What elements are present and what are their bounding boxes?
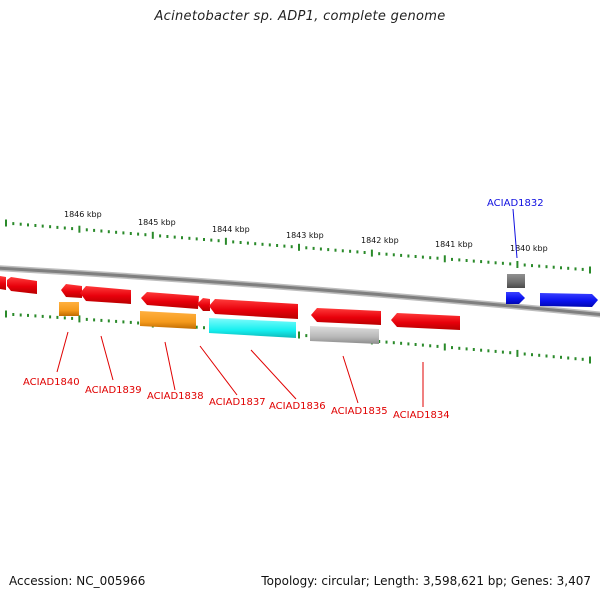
scale-tick-label: 1845 kbp <box>138 218 176 227</box>
gene-label[interactable]: ACIAD1834 <box>393 410 450 421</box>
gene-label[interactable]: ACIAD1840 <box>23 377 80 388</box>
scale-tick-label: 1841 kbp <box>435 240 473 249</box>
scale-tick-label: 1840 kbp <box>510 244 548 253</box>
callout-line <box>512 208 518 259</box>
callout-line <box>56 331 69 373</box>
gene-label[interactable]: ACIAD1838 <box>147 391 204 402</box>
gene-feature-box[interactable] <box>140 311 196 329</box>
gene-feature-box[interactable] <box>59 302 79 316</box>
gene-label[interactable]: ACIAD1835 <box>331 406 388 417</box>
gene-arrow[interactable] <box>141 292 199 309</box>
gene-feature-box[interactable] <box>209 318 296 338</box>
genome-summary-text: Topology: circular; Length: 3,598,621 bp… <box>261 574 591 588</box>
gene-arrow[interactable] <box>311 308 381 325</box>
genes-forward-strand <box>506 274 598 307</box>
gene-feature-box[interactable] <box>310 326 379 344</box>
scale-tick-track-outer <box>5 219 591 274</box>
gene-arrow[interactable] <box>0 276 6 290</box>
callout-line <box>199 345 238 396</box>
scale-tick-label: 1844 kbp <box>212 225 250 234</box>
gene-arrow[interactable] <box>80 286 131 304</box>
callout-line <box>342 355 359 404</box>
genome-backbone <box>0 265 600 318</box>
gene-arrow[interactable] <box>61 284 82 298</box>
callout-line <box>100 335 114 381</box>
gene-label[interactable]: ACIAD1837 <box>209 397 266 408</box>
scale-labels: 1846 kbp 1845 kbp 1844 kbp 1843 kbp 1842… <box>64 210 548 253</box>
gene-feature-box[interactable] <box>507 274 525 288</box>
gene-arrow[interactable] <box>540 293 598 307</box>
gene-arrow[interactable] <box>209 299 298 319</box>
genes-reverse-strand <box>0 276 460 330</box>
callout-line <box>250 349 297 400</box>
feature-boxes <box>59 302 379 344</box>
callout-line <box>164 341 176 391</box>
scale-tick-label: 1843 kbp <box>286 231 324 240</box>
gene-arrow[interactable] <box>197 298 210 311</box>
map-title: Acinetobacter sp. ADP1, complete genome <box>154 9 446 24</box>
gene-arrow[interactable] <box>7 277 37 294</box>
gene-arrow[interactable] <box>506 292 525 304</box>
gene-label[interactable]: ACIAD1832 <box>487 198 544 209</box>
gene-arrow[interactable] <box>391 313 460 330</box>
scale-tick-label: 1842 kbp <box>361 236 399 245</box>
gene-labels: ACIAD1840 ACIAD1839 ACIAD1838 ACIAD1837 … <box>23 198 544 421</box>
gene-label[interactable]: ACIAD1839 <box>85 385 142 396</box>
scale-tick-label: 1846 kbp <box>64 210 102 219</box>
accession-text: Accession: NC_005966 <box>9 574 146 588</box>
gene-label[interactable]: ACIAD1836 <box>269 401 326 412</box>
